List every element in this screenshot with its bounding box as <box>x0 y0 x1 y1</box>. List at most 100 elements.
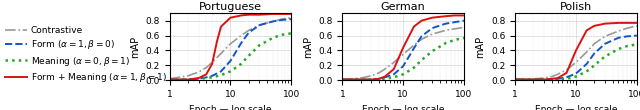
Form + Meaning ($\alpha = 1, \beta = 1$) <box>633 22 640 24</box>
Form + Meaning ($\alpha = 1, \beta = 1$) <box>339 79 346 80</box>
Contrastive <box>375 72 383 73</box>
Form ($\alpha = 1, \beta = 0$) <box>540 79 548 80</box>
Form + Meaning ($\alpha = 1, \beta = 1$) <box>460 15 468 16</box>
X-axis label: Epoch — log scale: Epoch — log scale <box>534 105 617 110</box>
Form + Meaning ($\alpha = 1, \beta = 1$) <box>591 25 598 27</box>
Meaning ($\alpha = 0, \beta = 1$) <box>591 65 598 66</box>
Form ($\alpha = 1, \beta = 0$) <box>237 42 245 44</box>
Form + Meaning ($\alpha = 1, \beta = 1$) <box>245 14 253 15</box>
Y-axis label: mAP: mAP <box>130 36 140 58</box>
Form + Meaning ($\alpha = 1, \beta = 1$) <box>269 13 276 15</box>
Form ($\alpha = 1, \beta = 0$) <box>390 74 397 75</box>
Meaning ($\alpha = 0, \beta = 1$) <box>202 77 210 79</box>
Form ($\alpha = 1, \beta = 0$) <box>410 48 418 49</box>
Meaning ($\alpha = 0, \beta = 1$) <box>572 76 580 77</box>
Meaning ($\alpha = 0, \beta = 1$) <box>583 71 591 72</box>
Form ($\alpha = 1, \beta = 0$) <box>375 78 383 79</box>
Meaning ($\alpha = 0, \beta = 1$) <box>554 79 561 80</box>
Contrastive <box>357 77 365 79</box>
Line: Form ($\alpha = 1, \beta = 0$): Form ($\alpha = 1, \beta = 0$) <box>515 36 637 80</box>
Meaning ($\alpha = 0, \beta = 1$) <box>227 71 234 72</box>
Contrastive <box>339 79 346 80</box>
Meaning ($\alpha = 0, \beta = 1$) <box>195 78 202 79</box>
Legend: Contrastive, Form ($\alpha = 1, \beta = 0$), Meaning ($\alpha = 0, \beta = 1$), : Contrastive, Form ($\alpha = 1, \beta = … <box>4 26 166 84</box>
Form + Meaning ($\alpha = 1, \beta = 1$) <box>511 79 519 80</box>
Contrastive <box>554 74 561 75</box>
Form + Meaning ($\alpha = 1, \beta = 1$) <box>563 72 570 73</box>
Form ($\alpha = 1, \beta = 0$) <box>601 43 609 44</box>
Meaning ($\alpha = 0, \beta = 1$) <box>184 79 192 80</box>
Form ($\alpha = 1, \beta = 0$) <box>202 77 210 78</box>
Form + Meaning ($\alpha = 1, \beta = 1$) <box>255 14 263 15</box>
X-axis label: Epoch — log scale: Epoch — log scale <box>189 105 272 110</box>
Form ($\alpha = 1, \beta = 0$) <box>208 75 216 76</box>
Form + Meaning ($\alpha = 1, \beta = 1$) <box>195 77 202 79</box>
Meaning ($\alpha = 0, \beta = 1$) <box>208 77 216 78</box>
Form ($\alpha = 1, \beta = 0$) <box>548 79 556 80</box>
Line: Meaning ($\alpha = 0, \beta = 1$): Meaning ($\alpha = 0, \beta = 1$) <box>342 38 464 80</box>
Form + Meaning ($\alpha = 1, \beta = 1$) <box>583 30 591 31</box>
Meaning ($\alpha = 0, \beta = 1$) <box>375 79 383 80</box>
Title: Portuguese: Portuguese <box>199 2 262 12</box>
Form ($\alpha = 1, \beta = 0$) <box>381 77 388 78</box>
Meaning ($\alpha = 0, \beta = 1$) <box>614 48 622 50</box>
Form + Meaning ($\alpha = 1, \beta = 1$) <box>381 76 388 77</box>
Form ($\alpha = 1, \beta = 0$) <box>269 21 276 22</box>
Contrastive <box>195 71 202 73</box>
Form + Meaning ($\alpha = 1, \beta = 1$) <box>278 13 285 15</box>
Title: German: German <box>381 2 426 12</box>
Meaning ($\alpha = 0, \beta = 1$) <box>287 33 295 34</box>
Form ($\alpha = 1, \beta = 0$) <box>563 77 570 78</box>
Contrastive <box>245 30 253 31</box>
Meaning ($\alpha = 0, \beta = 1$) <box>563 78 570 79</box>
Form ($\alpha = 1, \beta = 0$) <box>451 21 458 23</box>
Line: Meaning ($\alpha = 0, \beta = 1$): Meaning ($\alpha = 0, \beta = 1$) <box>515 45 637 80</box>
Meaning ($\alpha = 0, \beta = 1$) <box>399 74 407 75</box>
Y-axis label: mAP: mAP <box>303 36 313 58</box>
Form + Meaning ($\alpha = 1, \beta = 1$) <box>208 63 216 65</box>
Contrastive <box>623 28 631 29</box>
X-axis label: Epoch — log scale: Epoch — log scale <box>362 105 444 110</box>
Contrastive <box>530 78 538 79</box>
Contrastive <box>269 21 276 22</box>
Contrastive <box>217 53 225 54</box>
Form + Meaning ($\alpha = 1, \beta = 1$) <box>428 17 436 18</box>
Title: Polish: Polish <box>560 2 592 12</box>
Form ($\alpha = 1, \beta = 0$) <box>195 78 202 79</box>
Contrastive <box>633 25 640 27</box>
Form ($\alpha = 1, \beta = 0$) <box>511 79 519 80</box>
Form ($\alpha = 1, \beta = 0$) <box>591 53 598 54</box>
Line: Contrastive: Contrastive <box>515 26 637 80</box>
Meaning ($\alpha = 0, \beta = 1$) <box>381 78 388 79</box>
Form ($\alpha = 1, \beta = 0$) <box>217 71 225 72</box>
Contrastive <box>202 67 210 68</box>
Line: Form ($\alpha = 1, \beta = 0$): Form ($\alpha = 1, \beta = 0$) <box>342 21 464 80</box>
Meaning ($\alpha = 0, \beta = 1$) <box>269 37 276 38</box>
Contrastive <box>237 35 245 36</box>
Line: Form + Meaning ($\alpha = 1, \beta = 1$): Form + Meaning ($\alpha = 1, \beta = 1$) <box>170 14 291 80</box>
Line: Form + Meaning ($\alpha = 1, \beta = 1$): Form + Meaning ($\alpha = 1, \beta = 1$) <box>342 15 464 80</box>
Form ($\alpha = 1, \beta = 0$) <box>357 79 365 80</box>
Contrastive <box>583 51 591 53</box>
Meaning ($\alpha = 0, \beta = 1$) <box>245 55 253 56</box>
Form + Meaning ($\alpha = 1, \beta = 1$) <box>202 74 210 75</box>
Form ($\alpha = 1, \beta = 0$) <box>184 79 192 80</box>
Form ($\alpha = 1, \beta = 0$) <box>339 79 346 80</box>
Meaning ($\alpha = 0, \beta = 1$) <box>623 45 631 47</box>
Form ($\alpha = 1, \beta = 0$) <box>255 24 263 26</box>
Form ($\alpha = 1, \beta = 0$) <box>418 36 426 37</box>
Meaning ($\alpha = 0, \beta = 1$) <box>530 79 538 80</box>
Form + Meaning ($\alpha = 1, \beta = 1$) <box>184 79 192 80</box>
Meaning ($\alpha = 0, \beta = 1$) <box>428 51 436 52</box>
Form ($\alpha = 1, \beta = 0$) <box>442 23 449 24</box>
Form ($\alpha = 1, \beta = 0$) <box>614 37 622 38</box>
Line: Meaning ($\alpha = 0, \beta = 1$): Meaning ($\alpha = 0, \beta = 1$) <box>170 33 291 80</box>
Meaning ($\alpha = 0, \beta = 1$) <box>390 77 397 78</box>
Contrastive <box>390 62 397 63</box>
Line: Form ($\alpha = 1, \beta = 0$): Form ($\alpha = 1, \beta = 0$) <box>170 19 291 80</box>
Form + Meaning ($\alpha = 1, \beta = 1$) <box>614 22 622 24</box>
Meaning ($\alpha = 0, \beta = 1$) <box>278 34 285 36</box>
Meaning ($\alpha = 0, \beta = 1$) <box>511 79 519 80</box>
Meaning ($\alpha = 0, \beta = 1$) <box>633 44 640 45</box>
Contrastive <box>540 77 548 79</box>
